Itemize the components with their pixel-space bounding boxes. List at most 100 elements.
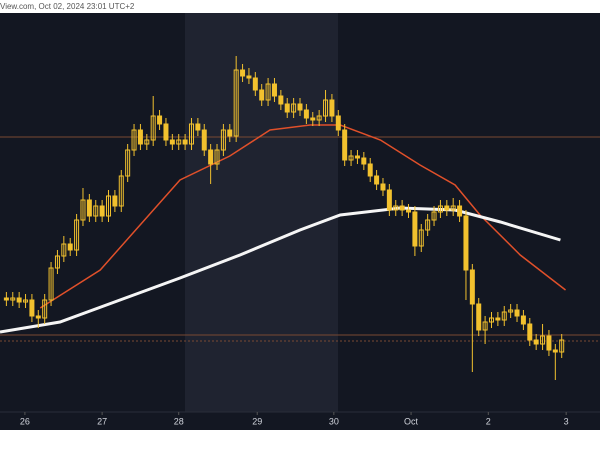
candle-body <box>271 83 277 97</box>
candle-body <box>265 83 271 101</box>
candle-body <box>323 99 329 117</box>
candle-body <box>3 297 9 301</box>
candle-body <box>131 129 137 151</box>
candle-body <box>157 115 163 125</box>
candle-body <box>42 299 48 319</box>
candle-body <box>297 103 303 111</box>
candle-body <box>495 317 501 321</box>
candle-body <box>252 77 258 91</box>
candle-body <box>220 129 226 151</box>
candle-body <box>546 335 552 351</box>
candle-body <box>393 205 399 211</box>
candle-body <box>418 229 424 247</box>
candle-body <box>195 123 201 131</box>
header-bar <box>0 0 600 13</box>
candle-body <box>488 317 494 323</box>
candle-body <box>520 315 526 325</box>
plot-area <box>0 56 600 380</box>
candle-body <box>48 267 54 301</box>
candle-body <box>93 205 99 217</box>
candle-body <box>86 199 92 217</box>
candle-body <box>367 163 373 177</box>
candle-body <box>35 315 41 319</box>
candle-body <box>208 149 214 165</box>
candle-body <box>303 109 309 119</box>
candle-body <box>214 149 220 165</box>
candle-body <box>386 189 392 211</box>
candle-body <box>54 255 60 269</box>
candle-body <box>412 211 418 247</box>
x-tick-label: 28 <box>174 416 184 426</box>
candle-body <box>99 205 105 217</box>
candle-body <box>74 219 80 251</box>
x-tick-label: 30 <box>329 416 339 426</box>
candle-body <box>399 205 405 211</box>
candle-body <box>342 129 348 161</box>
candle-body <box>201 129 207 151</box>
candle-body <box>106 195 112 217</box>
candle-body <box>169 139 175 145</box>
candle-body <box>508 309 514 313</box>
candle-body <box>125 149 131 177</box>
candle-body <box>540 335 546 345</box>
candle-body <box>335 115 341 131</box>
candle-body <box>482 321 488 331</box>
candle-body <box>61 243 67 257</box>
candle-body <box>284 103 290 113</box>
candle-body <box>406 209 412 213</box>
candle-body <box>10 297 16 301</box>
candle-body <box>227 129 233 137</box>
candle-body <box>514 309 520 317</box>
x-tick-label: Oct <box>404 416 419 426</box>
candle-body <box>533 339 539 345</box>
candle-body <box>380 183 386 191</box>
candle-body <box>501 311 507 321</box>
candle-body <box>233 69 239 137</box>
candle-body <box>463 215 469 271</box>
candle-body <box>137 129 143 145</box>
candle-body <box>310 117 316 121</box>
candle-body <box>112 195 118 207</box>
candle-body <box>316 115 322 121</box>
candle-body <box>67 243 73 251</box>
candle-body <box>444 205 450 211</box>
candle-body <box>150 115 156 141</box>
candle-body <box>437 205 443 213</box>
x-tick-label: 2 <box>486 416 491 426</box>
candle-body <box>188 123 194 145</box>
header-text: View.com, Oct 02, 2024 23:01 UTC+2 <box>0 2 135 11</box>
x-tick-label: 27 <box>97 416 107 426</box>
candle-body <box>431 211 437 221</box>
candle-body <box>361 157 367 165</box>
candle-body <box>118 175 124 207</box>
candle-body <box>246 75 252 79</box>
session-shade <box>185 13 338 412</box>
candle-body <box>476 303 482 331</box>
candle-body <box>450 205 456 211</box>
x-tick-label: 26 <box>20 416 30 426</box>
candle-body <box>457 205 463 217</box>
candle-body <box>16 297 22 303</box>
candle-body <box>374 175 380 185</box>
candle-body <box>348 155 354 161</box>
candle-body <box>559 339 565 353</box>
candle-body <box>278 95 284 105</box>
candle-body <box>29 299 35 317</box>
candle-body <box>469 269 475 305</box>
candle-body <box>176 139 182 145</box>
candle-body <box>23 299 29 303</box>
moving-average-line <box>0 206 561 334</box>
candle-body <box>259 89 265 101</box>
candle-body <box>329 99 335 117</box>
candle-body <box>527 323 533 341</box>
candle-body <box>354 155 360 159</box>
candle-body <box>182 139 188 145</box>
candle-body <box>552 349 558 353</box>
candle-body <box>240 69 246 77</box>
candle-body <box>291 103 297 113</box>
x-tick-label: 3 <box>564 416 569 426</box>
x-tick-label: 29 <box>252 416 262 426</box>
candle-body <box>80 199 86 221</box>
candle-body <box>144 139 150 145</box>
